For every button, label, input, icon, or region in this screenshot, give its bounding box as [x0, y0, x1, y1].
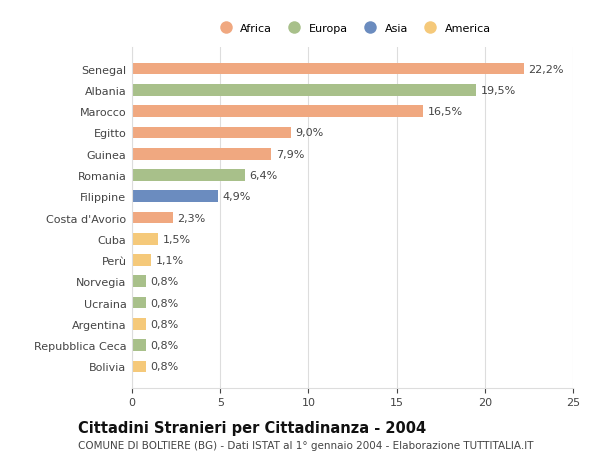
Bar: [132, 106, 423, 118]
Text: 4,9%: 4,9%: [223, 192, 251, 202]
Bar: [132, 191, 218, 202]
Text: 0,8%: 0,8%: [151, 298, 179, 308]
Text: 0,8%: 0,8%: [151, 277, 179, 287]
Bar: [132, 255, 151, 266]
Bar: [132, 276, 146, 287]
Text: COMUNE DI BOLTIERE (BG) - Dati ISTAT al 1° gennaio 2004 - Elaborazione TUTTITALI: COMUNE DI BOLTIERE (BG) - Dati ISTAT al …: [78, 440, 533, 450]
Bar: [132, 85, 476, 96]
Text: 2,3%: 2,3%: [177, 213, 205, 223]
Bar: [132, 127, 291, 139]
Text: 1,1%: 1,1%: [156, 256, 184, 265]
Bar: [132, 340, 146, 351]
Bar: [132, 149, 271, 160]
Text: 7,9%: 7,9%: [276, 149, 304, 159]
Bar: [132, 234, 158, 245]
Text: 22,2%: 22,2%: [528, 64, 563, 74]
Bar: [132, 361, 146, 372]
Text: 0,8%: 0,8%: [151, 319, 179, 329]
Text: Cittadini Stranieri per Cittadinanza - 2004: Cittadini Stranieri per Cittadinanza - 2…: [78, 420, 426, 435]
Bar: [132, 318, 146, 330]
Bar: [132, 64, 524, 75]
Bar: [132, 212, 173, 224]
Bar: [132, 170, 245, 181]
Text: 16,5%: 16,5%: [427, 107, 463, 117]
Text: 0,8%: 0,8%: [151, 362, 179, 372]
Bar: [132, 297, 146, 309]
Text: 1,5%: 1,5%: [163, 234, 191, 244]
Text: 6,4%: 6,4%: [250, 171, 278, 180]
Legend: Africa, Europa, Asia, America: Africa, Europa, Asia, America: [210, 20, 495, 39]
Text: 9,0%: 9,0%: [295, 128, 323, 138]
Text: 19,5%: 19,5%: [481, 86, 515, 95]
Text: 0,8%: 0,8%: [151, 341, 179, 350]
